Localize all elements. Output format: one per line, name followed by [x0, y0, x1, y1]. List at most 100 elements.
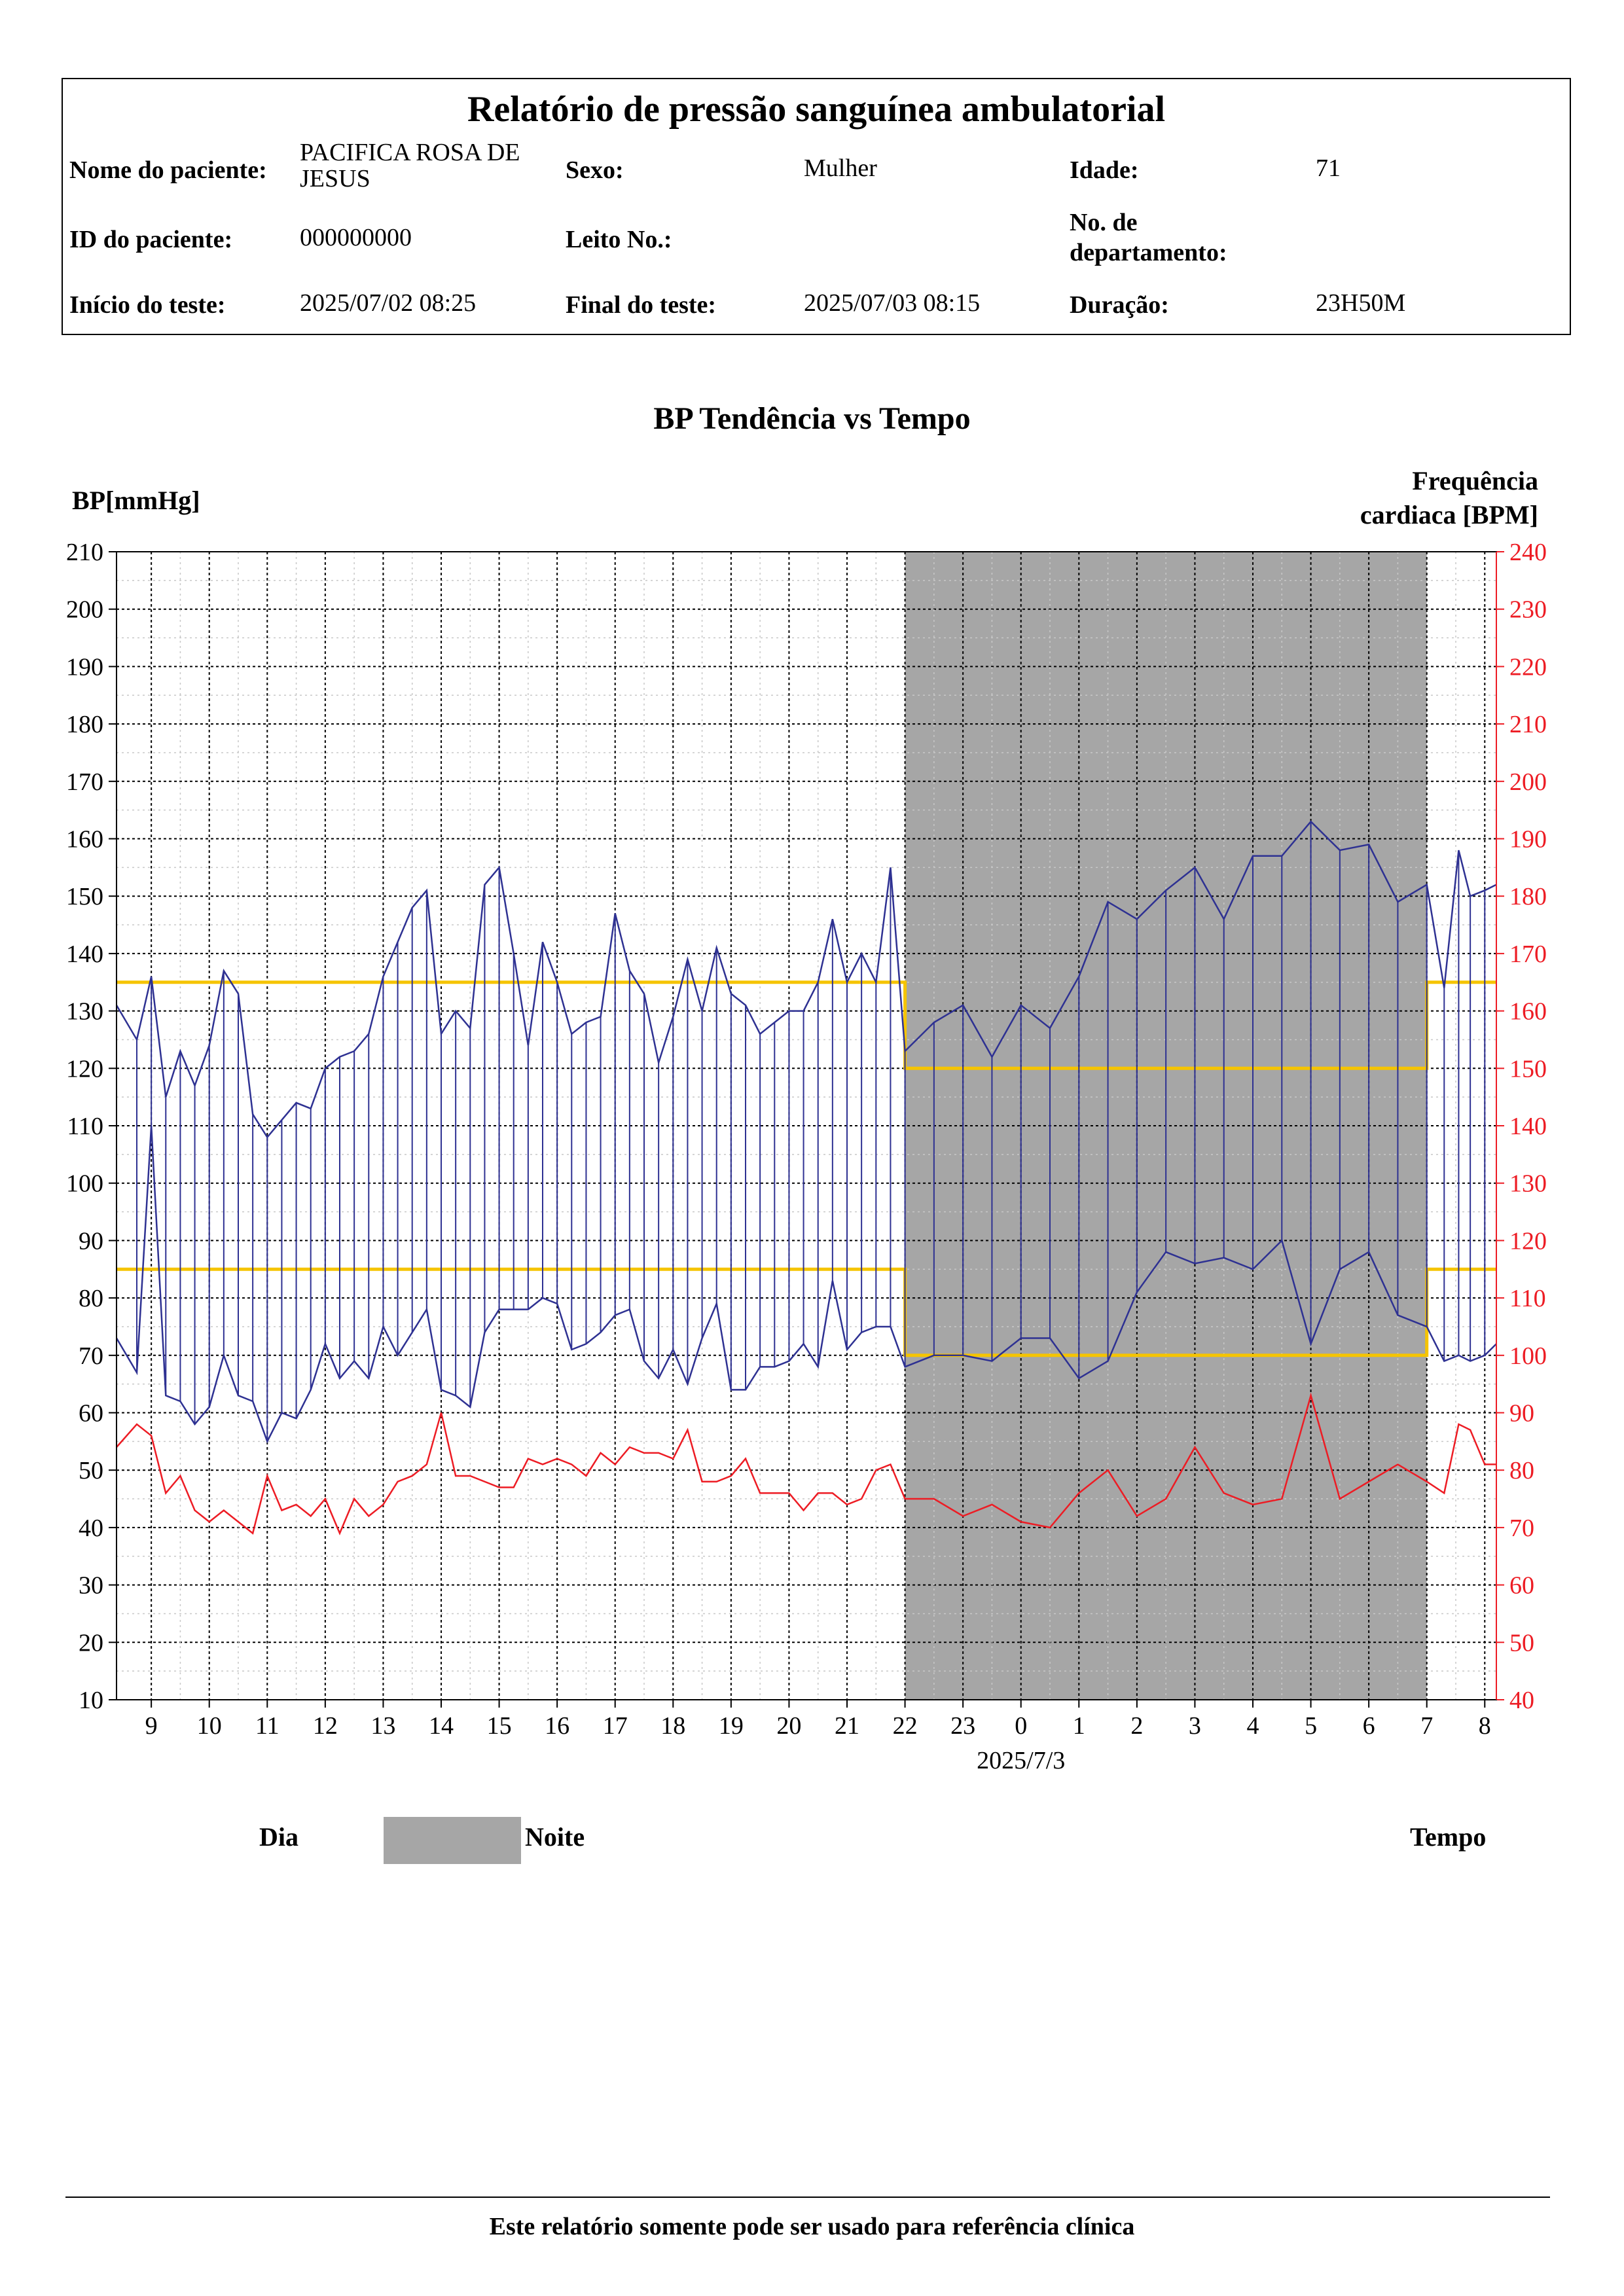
legend-night-label: Noite — [525, 1822, 585, 1852]
y-tick-label: 50 — [79, 1457, 103, 1484]
x-tick-label: 16 — [545, 1712, 569, 1740]
duration-value: 23H50M — [1316, 289, 1406, 317]
y-tick-label: 10 — [79, 1687, 103, 1714]
age-label: Idade: — [1070, 156, 1139, 184]
y2-tick-label: 130 — [1509, 1170, 1547, 1198]
y2-tick-label: 240 — [1509, 539, 1547, 566]
y2-tick-label: 60 — [1509, 1572, 1534, 1600]
y-axis-label: BP[mmHg] — [72, 486, 200, 515]
end-value: 2025/07/03 08:15 — [804, 289, 981, 317]
patient-id-label: ID do paciente: — [69, 226, 233, 253]
patient-name-value: PACIFICA ROSA DE JESUS — [300, 139, 520, 192]
heart-rate-line — [116, 1392, 1496, 1535]
y2-tick-label: 100 — [1509, 1342, 1547, 1370]
x-tick-label: 11 — [255, 1712, 280, 1740]
y2-tick-label: 180 — [1509, 883, 1547, 910]
end-label: Final do teste: — [566, 291, 717, 319]
y-tick-label: 130 — [66, 998, 103, 1026]
patient-name-label: Nome do paciente: — [69, 156, 267, 184]
y-tick-label: 180 — [66, 711, 103, 738]
x-tick-label: 9 — [145, 1712, 158, 1740]
y-tick-label: 190 — [66, 653, 103, 681]
y2-axis-label-line1: Frequência — [1412, 466, 1538, 495]
bp-trend-chart: 9 10 11 12 13 14 15 16 17 18 19 20 21 22 23 0 1 2 3 4 5 6 7 820… — [66, 466, 1547, 1774]
x-date-label: 2025/7/3 — [977, 1747, 1065, 1774]
x-tick-label: 22 — [893, 1712, 918, 1740]
x-tick-label: 21 — [835, 1712, 859, 1740]
report-header: Relatório de pressão sanguínea ambulator… — [62, 78, 1571, 335]
y-tick-label: 110 — [67, 1113, 103, 1140]
legend-night-swatch — [384, 1817, 521, 1864]
x-tick-label: 0 — [1015, 1712, 1027, 1740]
y2-tick-label: 140 — [1509, 1113, 1547, 1140]
y-tick-label: 40 — [79, 1515, 103, 1542]
sex-label: Sexo: — [566, 156, 624, 184]
x-tick-label: 5 — [1305, 1712, 1317, 1740]
y2-tick-label: 80 — [1509, 1457, 1534, 1484]
age-value: 71 — [1316, 154, 1341, 182]
y-tick-label: 20 — [79, 1629, 103, 1657]
sex-value: Mulher — [804, 154, 877, 182]
y-tick-label: 210 — [66, 539, 103, 566]
y2-tick-label: 110 — [1509, 1285, 1546, 1312]
y-tick-label: 120 — [66, 1055, 103, 1083]
y2-tick-label: 210 — [1509, 711, 1547, 738]
y2-tick-label: 160 — [1509, 998, 1547, 1026]
x-tick-label: 20 — [776, 1712, 801, 1740]
legend-day-label: Dia — [259, 1822, 298, 1852]
x-tick-label: 7 — [1420, 1712, 1433, 1740]
x-tick-label: 4 — [1247, 1712, 1259, 1740]
y-tick-label: 90 — [79, 1227, 103, 1255]
y2-tick-label: 90 — [1509, 1400, 1534, 1427]
x-tick-label: 19 — [719, 1712, 744, 1740]
x-tick-label: 14 — [429, 1712, 454, 1740]
y-tick-label: 70 — [79, 1342, 103, 1370]
x-tick-label: 6 — [1363, 1712, 1375, 1740]
y-tick-label: 80 — [79, 1285, 103, 1312]
y-tick-label: 30 — [79, 1572, 103, 1600]
patient-id-value: 000000000 — [300, 224, 412, 251]
y2-tick-label: 190 — [1509, 826, 1547, 853]
y-tick-label: 170 — [66, 768, 103, 796]
x-tick-label: 15 — [487, 1712, 512, 1740]
x-tick-label: 18 — [660, 1712, 685, 1740]
y2-tick-label: 150 — [1509, 1055, 1547, 1083]
x-tick-label: 10 — [197, 1712, 222, 1740]
x-tick-label: 23 — [950, 1712, 975, 1740]
y2-tick-label: 70 — [1509, 1515, 1534, 1542]
report-title: Relatório de pressão sanguínea ambulator… — [467, 89, 1166, 130]
duration-label: Duração: — [1070, 291, 1169, 319]
y2-tick-label: 40 — [1509, 1687, 1534, 1714]
x-tick-label: 2 — [1130, 1712, 1143, 1740]
y-tick-label: 140 — [66, 941, 103, 968]
y-tick-label: 160 — [66, 826, 103, 853]
systolic-line — [115, 820, 1497, 1139]
footer-divider — [65, 2197, 1550, 2198]
start-value: 2025/07/02 08:25 — [300, 289, 477, 317]
y2-tick-label: 200 — [1509, 768, 1547, 796]
chart-title: BP Tendência vs Tempo — [653, 401, 971, 436]
x-tick-label: 1 — [1073, 1712, 1085, 1740]
footer-note: Este relatório somente pode ser usado pa… — [489, 2213, 1135, 2240]
x-tick-label: 8 — [1479, 1712, 1491, 1740]
y2-tick-label: 120 — [1509, 1227, 1547, 1255]
y2-tick-label: 50 — [1509, 1629, 1534, 1657]
legend-time-label: Tempo — [1410, 1822, 1487, 1852]
start-label: Início do teste: — [69, 291, 226, 319]
y-tick-label: 100 — [66, 1170, 103, 1198]
y2-tick-label: 230 — [1509, 596, 1547, 624]
y-tick-label: 150 — [66, 883, 103, 910]
y-tick-label: 60 — [79, 1400, 103, 1427]
dept-label: No. de departamento: — [1070, 209, 1227, 266]
y2-tick-label: 220 — [1509, 653, 1547, 681]
y2-axis-label-line2: cardiaca [BPM] — [1360, 500, 1538, 529]
y-tick-label: 200 — [66, 596, 103, 624]
x-tick-label: 17 — [603, 1712, 628, 1740]
x-tick-label: 12 — [313, 1712, 338, 1740]
diastolic-line — [115, 1125, 1497, 1444]
diastolic_limit-line — [117, 1267, 1496, 1357]
x-tick-label: 3 — [1189, 1712, 1201, 1740]
y2-tick-label: 170 — [1509, 941, 1547, 968]
bed-label: Leito No.: — [566, 226, 672, 253]
x-tick-label: 13 — [370, 1712, 395, 1740]
